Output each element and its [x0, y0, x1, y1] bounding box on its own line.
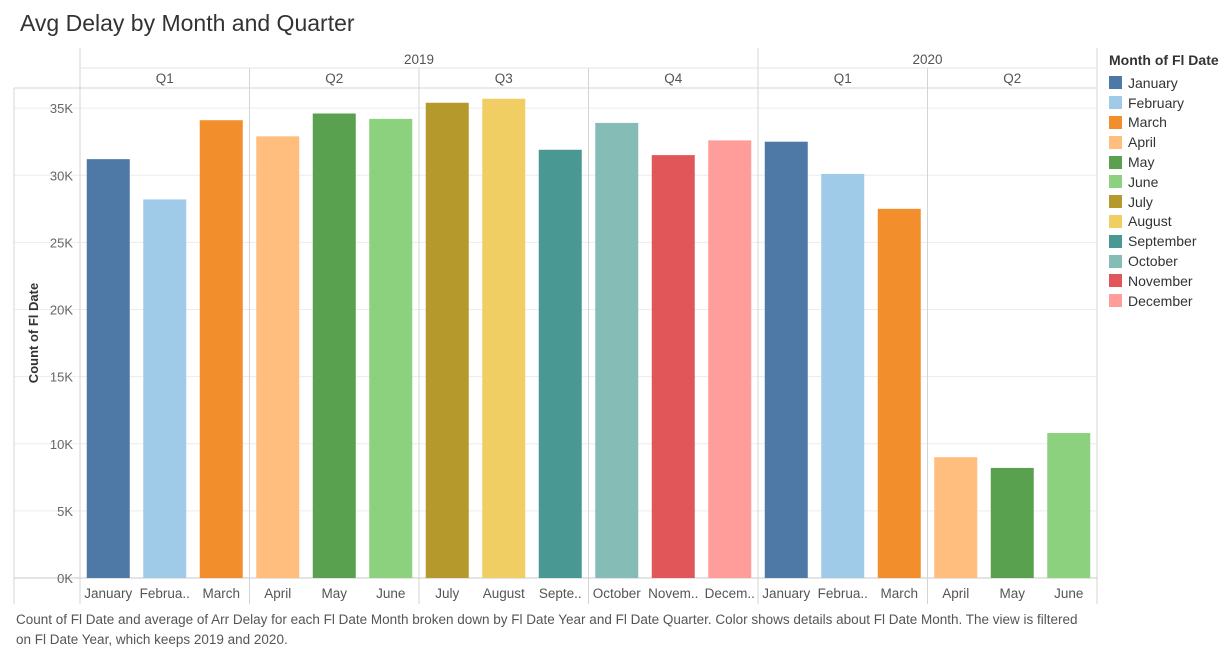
bar-chart: 0K 5K 10K 15K 20K 25K 30K 35K Count of Fl Date Ja…	[13, 48, 1098, 604]
bar-2019-june	[369, 118, 413, 578]
bar-2019-may	[312, 113, 356, 579]
legend-label: April	[1128, 134, 1157, 151]
y-tick-label: 25K	[50, 235, 73, 250]
legend-label: December	[1128, 292, 1193, 309]
y-axis-label: Count of Fl Date	[26, 283, 41, 383]
legend-item-may[interactable]: May	[1109, 152, 1219, 172]
legend-item-july[interactable]: July	[1109, 192, 1219, 212]
x-tick-label: May	[321, 586, 347, 601]
x-tick-label: Februa..	[818, 586, 868, 601]
y-tick-label: 35K	[50, 101, 73, 116]
legend-swatch	[1109, 76, 1122, 90]
bar-2019-september	[538, 149, 582, 578]
legend-item-december[interactable]: December	[1109, 291, 1219, 311]
quarter-header: Q1	[156, 71, 174, 86]
legend-swatch	[1109, 195, 1122, 209]
y-tick-label: 5K	[57, 504, 73, 519]
bar-2019-march	[199, 120, 243, 578]
x-tick-label: January	[84, 586, 132, 601]
legend-swatch	[1109, 96, 1122, 110]
x-tick-label: Decem..	[705, 586, 755, 601]
x-tick-label: January	[762, 586, 810, 601]
y-tick-label: 30K	[50, 168, 73, 183]
legend-swatch	[1109, 135, 1122, 149]
bar-2019-november	[651, 155, 695, 578]
bar-2019-august	[482, 98, 526, 579]
legend-swatch	[1109, 175, 1122, 189]
quarter-header: Q3	[495, 71, 513, 86]
legend-swatch	[1109, 214, 1122, 228]
x-tick-label: June	[376, 586, 405, 601]
year-header: 2020	[912, 52, 942, 67]
bar-2020-february	[821, 173, 865, 579]
bar-2020-march	[877, 208, 921, 579]
x-tick-label: Novem..	[648, 586, 698, 601]
legend-item-october[interactable]: October	[1109, 251, 1219, 271]
chart-caption: Count of Fl Date and average of Arr Dela…	[16, 612, 1078, 647]
bar-2019-april	[256, 136, 300, 578]
x-tick-label: May	[999, 586, 1025, 601]
quarter-header: Q2	[325, 71, 343, 86]
legend-swatch	[1109, 294, 1122, 308]
legend-swatch	[1109, 115, 1122, 129]
chart-title: Avg Delay by Month and Quarter	[20, 10, 355, 36]
bar-2020-january	[764, 141, 808, 579]
legend-item-september[interactable]: September	[1109, 231, 1219, 251]
quarter-header: Q4	[664, 71, 683, 86]
bar-2019-july	[425, 102, 469, 578]
legend-swatch	[1109, 234, 1122, 248]
x-tick-label: Septe..	[539, 586, 582, 601]
legend-label: June	[1128, 173, 1159, 190]
legend-item-february[interactable]: February	[1109, 93, 1219, 113]
legend-swatch	[1109, 254, 1122, 268]
legend-title: Month of Fl Date	[1109, 52, 1219, 68]
y-tick-label: 20K	[50, 303, 73, 318]
x-tick-label: April	[942, 586, 969, 601]
x-tick-label: August	[483, 586, 525, 601]
legend-item-april[interactable]: April	[1109, 132, 1219, 152]
legend-item-january[interactable]: January	[1109, 73, 1219, 93]
legend-swatch	[1109, 155, 1122, 169]
y-tick-label: 10K	[50, 437, 73, 452]
legend-item-august[interactable]: August	[1109, 212, 1219, 232]
legend-item-november[interactable]: November	[1109, 271, 1219, 291]
bar-2019-february	[143, 199, 187, 578]
bar-2020-june	[1047, 433, 1091, 578]
y-tick-label: 0K	[57, 571, 73, 586]
legend-label: March	[1128, 114, 1167, 131]
bar-2020-may	[990, 467, 1034, 578]
bar-2019-december	[708, 140, 752, 578]
x-tick-label: July	[435, 586, 459, 601]
bar-2020-april	[934, 457, 978, 578]
bar-2019-january	[86, 159, 130, 578]
legend-label: August	[1128, 213, 1172, 230]
quarter-header: Q1	[834, 71, 852, 86]
legend-label: November	[1128, 272, 1193, 289]
x-tick-label: June	[1054, 586, 1083, 601]
legend-item-march[interactable]: March	[1109, 113, 1219, 133]
bar-2019-october	[595, 122, 639, 578]
x-tick-label: March	[202, 586, 240, 601]
legend-label: January	[1128, 74, 1178, 91]
x-tick-label: April	[264, 586, 291, 601]
x-tick-label: Februa..	[140, 586, 190, 601]
x-tick-label: October	[593, 586, 642, 601]
legend-item-june[interactable]: June	[1109, 172, 1219, 192]
legend-label: September	[1128, 233, 1197, 250]
quarter-header: Q2	[1003, 71, 1021, 86]
legend-label: February	[1128, 94, 1185, 111]
legend-label: July	[1128, 193, 1153, 210]
year-header: 2019	[404, 52, 434, 67]
legend-label: May	[1128, 154, 1155, 171]
x-tick-label: March	[880, 586, 918, 601]
legend: Month of Fl Date January February March Apr…	[1109, 52, 1219, 311]
legend-swatch	[1109, 274, 1122, 288]
y-tick-label: 15K	[50, 370, 73, 385]
legend-label: October	[1128, 253, 1178, 270]
